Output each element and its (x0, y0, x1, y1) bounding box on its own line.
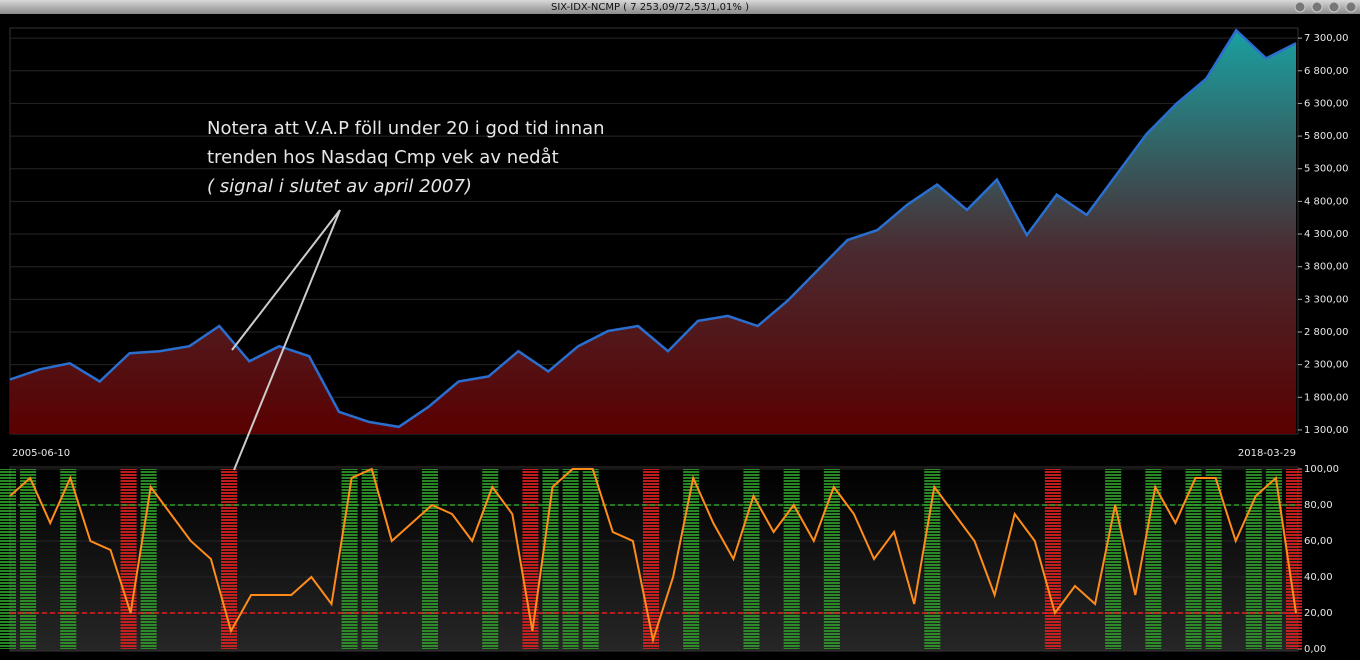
y-tick-label: 6 800,00 (1304, 66, 1349, 77)
oscillator-chart: 0,00 20,00 40,00 60,00 80,00 100,00 (0, 464, 1339, 655)
y-tick-label: 3 300,00 (1304, 294, 1349, 305)
y-tick-label: 1 800,00 (1304, 392, 1349, 403)
button[interactable] (1294, 1, 1306, 13)
price-chart: 1 300,00 1 800,00 2 300,00 2 800,00 3 300,00… (9, 28, 1349, 436)
y-tick-label: 60,00 (1304, 536, 1333, 547)
signal-band (421, 469, 438, 649)
signal-band (60, 469, 77, 649)
y-tick-label: 4 300,00 (1304, 229, 1349, 240)
pointer-line (233, 209, 341, 471)
y-tick-label: 80,00 (1304, 500, 1333, 511)
button[interactable] (1311, 1, 1323, 13)
signal-band (582, 469, 599, 649)
signal-band (522, 469, 539, 649)
signal-band (140, 469, 157, 649)
signal-band (1105, 469, 1122, 649)
signal-band (1205, 469, 1222, 649)
y-tick-label: 2 300,00 (1304, 360, 1349, 371)
button[interactable] (1328, 1, 1340, 13)
y-tick-label: 1 300,00 (1304, 425, 1349, 436)
signal-band (823, 469, 840, 649)
oscillator-line (9, 467, 1297, 644)
y-tick-label: 7 300,00 (1304, 33, 1349, 44)
x-tick-label: 2005-06-10 (12, 448, 70, 459)
y-tick-label: 2 800,00 (1304, 327, 1349, 338)
signal-band (482, 469, 499, 649)
y-tick-label: 5 800,00 (1304, 131, 1349, 142)
signal-band (683, 469, 700, 649)
annotation: trenden hos Nasdaq Cmp vek av nedåt (207, 147, 559, 168)
signal-band (924, 469, 941, 649)
signal-band (361, 469, 378, 649)
signal-band (120, 469, 137, 649)
signal-band (562, 469, 579, 649)
y-tick-label: 6 300,00 (1304, 98, 1349, 109)
signal-band (642, 469, 660, 649)
y-tick-label: 0,00 (1304, 644, 1326, 655)
signal-band (1265, 469, 1282, 649)
pointer-line (231, 209, 341, 351)
area-fill (10, 30, 1296, 435)
signal-band (743, 469, 760, 649)
signal-band (20, 469, 37, 649)
window-title: SIX-IDX-NCMP ( 7 253,09/72,53/1,01% ) (551, 2, 749, 13)
window-buttons[interactable] (1294, 1, 1357, 13)
x-tick-label: 2018-03-29 (1238, 448, 1296, 459)
annotation: Notera att V.A.P föll under 20 i god tid… (207, 118, 605, 139)
signal-band (542, 469, 559, 649)
y-tick-label: 40,00 (1304, 572, 1333, 583)
signal-band (1285, 469, 1303, 649)
y-tick-label: 5 300,00 (1304, 164, 1349, 175)
y-tick-label: 100,00 (1304, 464, 1339, 475)
title-bar (0, 0, 1360, 14)
signal-band (1044, 469, 1061, 649)
signal-band (783, 469, 800, 649)
y-tick-label: 20,00 (1304, 608, 1333, 619)
button[interactable] (1345, 1, 1357, 13)
annotation: ( signal i slutet av april 2007) (207, 176, 472, 197)
signal-band (1185, 469, 1202, 649)
y-tick-label: 3 800,00 (1304, 262, 1349, 273)
y-tick-label: 4 800,00 (1304, 196, 1349, 207)
signal-band (0, 469, 17, 649)
price-line (9, 28, 1297, 429)
signal-band (1245, 469, 1262, 649)
signal-band (220, 469, 238, 649)
